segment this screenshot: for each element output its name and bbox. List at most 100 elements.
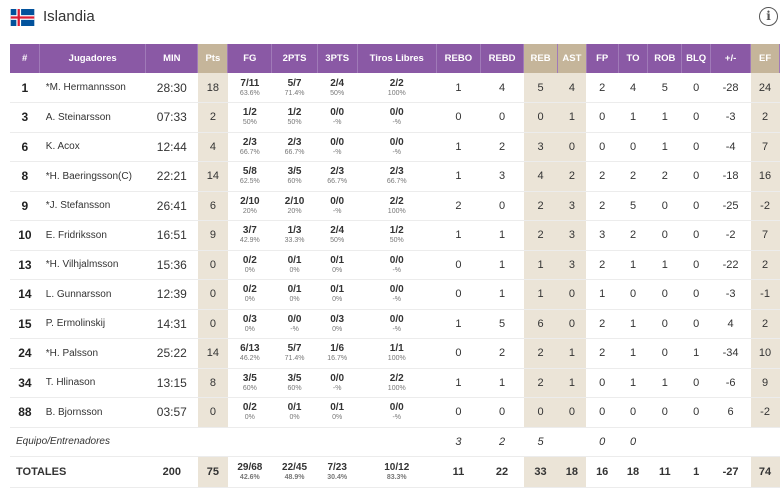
table-row: 13 *H. Vilhjalmsson 15:36 0 0/2 0% 0/1 0% 0/1 0% 0… (10, 250, 780, 280)
minutes: 15:36 (145, 250, 198, 280)
table-header: # Jugadores MIN Pts FG 2PTS 3PTS Tiros Libres RE… (10, 44, 780, 73)
header-col-2pts[interactable]: 2PTS (271, 44, 318, 73)
two-pointers: 3/5 60% (271, 368, 318, 398)
three-pointers-percentage: 0% (332, 296, 343, 304)
header-col-blq[interactable]: BLQ (681, 44, 712, 73)
box-score-table: # Jugadores MIN Pts FG 2PTS 3PTS Tiros Libres RE… (10, 44, 780, 488)
header-col-reb[interactable]: REB (523, 44, 558, 73)
steals: 1 (647, 250, 682, 280)
header-col-fp[interactable]: FP (586, 44, 619, 73)
turnovers: 4 (618, 73, 648, 103)
turnovers: 2 (618, 161, 648, 192)
three-pointers-made-attempted: 0/1 (330, 284, 345, 296)
player-name[interactable]: *H. Baeringsson(C) (39, 161, 146, 192)
player-name[interactable]: *M. Hermannsson (39, 73, 146, 103)
player-name[interactable]: E. Fridriksson (39, 220, 146, 251)
player-name[interactable]: K. Acox (39, 132, 146, 162)
jersey-number: 1 (10, 73, 40, 103)
two-pointers-made-attempted: 2/10 (284, 195, 305, 207)
player-name[interactable]: *H. Palsson (39, 338, 146, 369)
info-icon[interactable]: i (759, 7, 778, 26)
total-two-pointers: 22/45 48.9% (271, 455, 318, 488)
jersey-number: 8 (10, 161, 40, 192)
jersey-number: 6 (10, 132, 40, 162)
personal-fouls: 3 (586, 220, 619, 251)
player-name[interactable]: A. Steinarsson (39, 102, 146, 133)
minutes: 28:30 (145, 73, 198, 103)
offensive-rebounds: 1 (436, 73, 481, 103)
assists: 3 (557, 220, 587, 251)
field-goals: 3/7 42.9% (227, 220, 272, 251)
jersey-number: 88 (10, 397, 40, 428)
points: 18 (197, 73, 228, 103)
field-goals-percentage: 60% (242, 384, 257, 392)
header-col-ef[interactable]: EF (750, 44, 780, 73)
two-pointers-made-attempted: 0/1 (287, 254, 302, 266)
efficiency: -1 (750, 279, 780, 310)
total-three-pointers-made-attempted: 7/23 (327, 461, 347, 473)
field-goals-made-attempted: 0/2 (242, 402, 257, 414)
turnovers: 5 (618, 191, 648, 221)
offensive-rebounds: 0 (436, 102, 481, 133)
field-goals: 5/8 62.5% (227, 161, 272, 192)
field-goals: 3/5 60% (227, 368, 272, 398)
player-name[interactable]: *J. Stefansson (39, 191, 146, 221)
assists: 4 (557, 73, 587, 103)
turnovers: 2 (618, 220, 648, 251)
free-throws-made-attempted: 2/2 (389, 77, 404, 89)
free-throws-percentage: 100% (387, 207, 406, 215)
player-name[interactable]: B. Bjornsson (39, 397, 146, 428)
defensive-rebounds: 1 (480, 250, 524, 280)
header-col-plus-minus[interactable]: +/- (710, 44, 752, 73)
team-assists (557, 427, 587, 457)
free-throws-percentage: 100% (387, 355, 406, 363)
field-goals: 0/2 0% (227, 250, 272, 280)
player-name[interactable]: T. Hlinason (39, 368, 146, 398)
header-col-rob[interactable]: ROB (647, 44, 683, 73)
two-pointers-percentage: 60% (287, 178, 302, 186)
two-pointers-percentage: 60% (287, 384, 302, 392)
blocks: 0 (681, 220, 711, 251)
field-goals: 0/2 0% (227, 279, 272, 310)
free-throws-made-attempted: 2/3 (389, 166, 404, 178)
player-name[interactable]: P. Ermolinskij (39, 309, 146, 339)
field-goals: 1/2 50% (227, 102, 272, 133)
header-col-number[interactable]: # (10, 44, 41, 73)
header-col-ft[interactable]: Tiros Libres (357, 44, 437, 73)
personal-fouls: 2 (586, 161, 619, 192)
offensive-rebounds: 1 (436, 309, 481, 339)
player-name[interactable]: L. Gunnarsson (39, 279, 146, 310)
free-throws-made-attempted: 2/2 (389, 372, 404, 384)
header-col-rebo[interactable]: REBO (436, 44, 481, 73)
free-throws-percentage: -% (392, 148, 402, 156)
steals: 0 (647, 397, 682, 428)
free-throws: 0/0 -% (357, 250, 437, 280)
blocks: 0 (681, 161, 711, 192)
table-row: 34 T. Hlinason 13:15 8 3/5 60% 3/5 60% 0/0 -% 2/2 1… (10, 368, 780, 398)
header-col-3pts[interactable]: 3PTS (317, 44, 358, 73)
header-col-rebd[interactable]: REBD (480, 44, 525, 73)
player-name[interactable]: *H. Vilhjalmsson (39, 250, 146, 280)
table-row: 9 *J. Stefansson 26:41 6 2/10 20% 2/10 20% 0/0 -%… (10, 191, 780, 221)
header-col-ast[interactable]: AST (557, 44, 587, 73)
two-pointers-percentage: 0% (289, 296, 300, 304)
personal-fouls: 0 (586, 132, 619, 162)
efficiency: 16 (750, 161, 780, 192)
jersey-number: 14 (10, 279, 40, 310)
header-col-min[interactable]: MIN (145, 44, 199, 73)
defensive-rebounds: 1 (480, 368, 524, 398)
field-goals-made-attempted: 0/3 (242, 313, 257, 325)
plus-minus: -28 (710, 73, 751, 103)
defensive-rebounds: 2 (480, 132, 524, 162)
three-pointers-percentage: 16.7% (327, 355, 348, 363)
header-col-to[interactable]: TO (618, 44, 649, 73)
turnovers: 1 (618, 102, 648, 133)
header-col-fg[interactable]: FG (227, 44, 273, 73)
three-pointers-made-attempted: 2/3 (330, 166, 345, 178)
table-row: 24 *H. Palsson 25:22 14 6/13 46.2% 5/7 71.4% 1/6… (10, 338, 780, 369)
header-col-player[interactable]: Jugadores (39, 44, 147, 73)
two-pointers-made-attempted: 1/3 (287, 225, 302, 237)
team-defensive-rebounds: 2 (480, 427, 524, 457)
offensive-rebounds: 2 (436, 191, 481, 221)
header-col-pts[interactable]: Pts (197, 44, 229, 73)
